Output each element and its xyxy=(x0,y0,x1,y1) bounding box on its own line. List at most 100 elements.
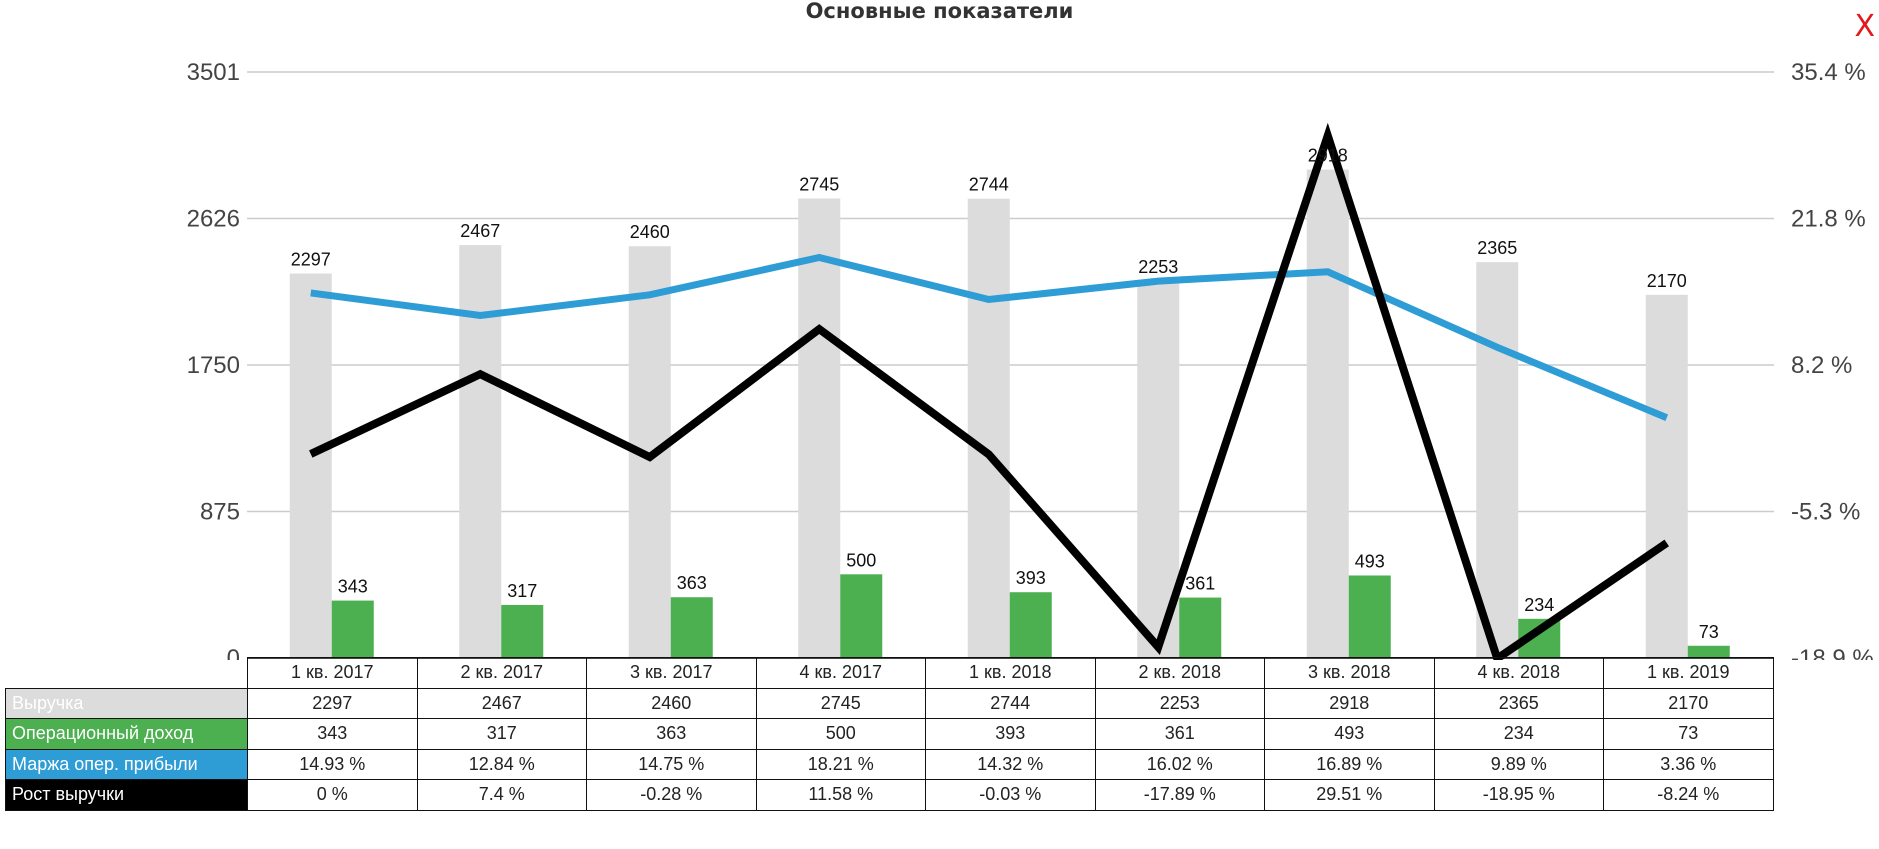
table-cell: 12.84 % xyxy=(416,748,587,780)
bar-operating-income xyxy=(840,574,883,658)
bar-operating-income xyxy=(331,600,374,658)
series-legend-label: Выручка xyxy=(5,687,248,719)
bar-value-label: 2460 xyxy=(630,222,670,242)
bar-revenue xyxy=(1306,169,1349,658)
bar-value-label: 2297 xyxy=(291,250,331,270)
category-header-cell: 4 кв. 2017 xyxy=(755,657,926,689)
table-row: Выручка 2297 2467 2460 2745 2744 2253 2918 2365 2… xyxy=(5,687,1774,719)
right-axis-tick-label: -18.9 % xyxy=(1791,645,1874,660)
left-axis-tick-label: 875 xyxy=(200,499,240,526)
table-cell: 11.58 % xyxy=(755,779,926,811)
left-axis-tick-label: 0 xyxy=(227,645,240,660)
category-header-cell: 1 кв. 2017 xyxy=(247,657,418,689)
table-cell: 500 xyxy=(755,718,926,750)
line-revenue-growth xyxy=(309,122,1670,660)
bar-operating-income xyxy=(1348,575,1391,658)
right-axis-tick-label: -5.3 % xyxy=(1791,499,1860,526)
category-header-cell: 2 кв. 2017 xyxy=(416,657,587,689)
axis-labels: 0 -18.9 % 875 -5.3 % 1750 8.2 % 2626 21.8 % 3501… xyxy=(187,59,1874,660)
data-table: 1 кв. 2017 2 кв. 2017 3 кв. 2017 4 кв. 2017… xyxy=(5,657,1774,811)
series-legend-label: Рост выручки xyxy=(5,779,248,811)
table-cell: 2467 xyxy=(416,687,587,719)
table-cell: 343 xyxy=(247,718,418,750)
category-header-cell: 4 кв. 2018 xyxy=(1433,657,1604,689)
chart-plot: 2297 2467 2460 2745 2744 2253 2918 2365 2170 343 3… xyxy=(187,59,1874,660)
series-legend-label: Операционный доход xyxy=(5,718,248,750)
table-cell: 317 xyxy=(416,718,587,750)
line-operating-margin xyxy=(310,253,1669,422)
left-axis-tick-label: 1750 xyxy=(187,352,240,379)
bar-value-label: 2918 xyxy=(1308,146,1348,166)
table-cell: 2744 xyxy=(925,687,1096,719)
table-cell: 29.51 % xyxy=(1264,779,1435,811)
category-header-cell: 1 кв. 2019 xyxy=(1603,657,1774,689)
table-cell: -8.24 % xyxy=(1603,779,1774,811)
table-cell: 2365 xyxy=(1433,687,1604,719)
table-cell: 9.89 % xyxy=(1433,748,1604,780)
bar-revenue xyxy=(798,198,841,658)
table-cell: -0.03 % xyxy=(925,779,1096,811)
category-header-cell: 2 кв. 2018 xyxy=(1094,657,1265,689)
bar-value-label: 2253 xyxy=(1138,257,1178,277)
table-cell: 363 xyxy=(586,718,757,750)
bar-operating-income xyxy=(1179,597,1222,658)
table-cell: 2170 xyxy=(1603,687,1774,719)
bar-value-label: 363 xyxy=(677,573,707,593)
bar-revenue xyxy=(1645,294,1688,658)
table-cell: 2460 xyxy=(586,687,757,719)
table-corner xyxy=(6,658,248,689)
bar-revenue xyxy=(1476,262,1519,658)
bar-value-label: 361 xyxy=(1185,574,1215,594)
table-row: Маржа опер. прибыли 14.93 % 12.84 % 14.75 %… xyxy=(5,748,1774,780)
table-cell: 493 xyxy=(1264,718,1435,750)
bar-operating-income xyxy=(670,597,713,658)
left-axis-tick-label: 3501 xyxy=(187,59,240,86)
table-cell: 14.75 % xyxy=(586,748,757,780)
bar-value-label: 234 xyxy=(1524,595,1554,615)
bar-revenue xyxy=(289,273,332,658)
bar-value-label: 393 xyxy=(1016,568,1046,588)
bar-value-label: 500 xyxy=(846,550,876,570)
table-cell: 3.36 % xyxy=(1603,748,1774,780)
bar-operating-income xyxy=(1009,592,1052,658)
bar-value-label: 73 xyxy=(1699,622,1719,642)
right-axis-tick-label: 35.4 % xyxy=(1791,59,1866,86)
table-cell: 2745 xyxy=(755,687,926,719)
table-cell: 16.02 % xyxy=(1094,748,1265,780)
bar-value-label: 2170 xyxy=(1647,271,1687,291)
table-header-row: 1 кв. 2017 2 кв. 2017 3 кв. 2017 4 кв. 2017… xyxy=(6,657,1774,689)
bar-revenue xyxy=(459,245,502,658)
table-cell: 2297 xyxy=(247,687,418,719)
table-cell: 361 xyxy=(1094,718,1265,750)
category-header-cell: 3 кв. 2017 xyxy=(586,657,757,689)
table-cell: 73 xyxy=(1603,718,1774,750)
table-cell: 234 xyxy=(1433,718,1604,750)
table-cell: -0.28 % xyxy=(586,779,757,811)
series-legend-label: Маржа опер. прибыли xyxy=(5,748,248,780)
bar-value-label: 317 xyxy=(507,581,537,601)
table-row: Рост выручки 0 % 7.4 % -0.28 % 11.58 % -0.03 … xyxy=(5,779,1774,811)
right-axis-tick-label: 21.8 % xyxy=(1791,206,1866,233)
left-axis-tick-label: 2626 xyxy=(187,206,240,233)
table-cell: 18.21 % xyxy=(755,748,926,780)
table-cell: 0 % xyxy=(247,779,418,811)
bar-value-label: 2744 xyxy=(969,175,1009,195)
bar-value-label: 343 xyxy=(338,577,368,597)
bar-value-label: 493 xyxy=(1355,551,1385,571)
table-cell: 16.89 % xyxy=(1264,748,1435,780)
chart-title: Основные показатели xyxy=(805,0,1074,23)
right-axis-tick-label: 8.2 % xyxy=(1791,352,1852,379)
table-cell: 14.32 % xyxy=(925,748,1096,780)
bar-value-label: 2365 xyxy=(1477,238,1517,258)
bar-value-label: 2745 xyxy=(799,175,839,195)
table-cell: 2918 xyxy=(1264,687,1435,719)
close-button[interactable]: X xyxy=(1854,9,1875,44)
table-cell: 14.93 % xyxy=(247,748,418,780)
bar-operating-income xyxy=(1687,645,1730,658)
category-header-cell: 3 кв. 2018 xyxy=(1264,657,1435,689)
line-series xyxy=(309,122,1670,660)
category-header-cell: 1 кв. 2018 xyxy=(925,657,1096,689)
bar-operating-income xyxy=(501,604,544,658)
data-labels: 2297 2467 2460 2745 2744 2253 2918 2365 2170 343 3… xyxy=(291,146,1719,642)
table-cell: -18.95 % xyxy=(1433,779,1604,811)
